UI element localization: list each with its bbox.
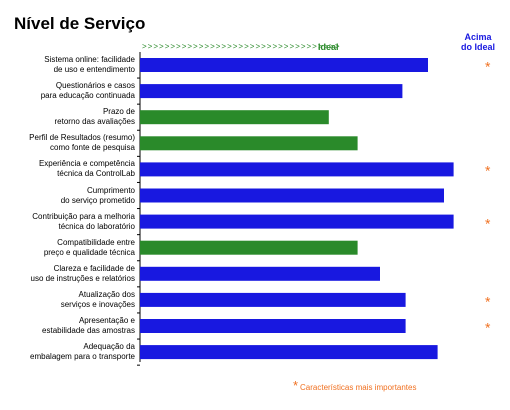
ideal-arrows: >>>>>>>>>>>>>>>>>>>>>>>>>>>>>>>>>>> (142, 42, 341, 51)
bar (140, 162, 454, 177)
importance-marker: * (485, 293, 491, 310)
y-tick-label: Sistema online: facilidade de uso e ente… (44, 55, 135, 74)
y-tick-label: Clareza e facilidade de uso de instruçõe… (30, 263, 136, 283)
importance-marker: * (485, 58, 491, 75)
bar (140, 345, 438, 360)
bar (140, 84, 403, 99)
y-tick-label: Apresentação e estabilidade das amostras (42, 316, 135, 335)
y-tick-label: Contribuição para a melhoria técnica do … (32, 211, 135, 231)
importance-marker: * (485, 162, 491, 179)
bar (140, 136, 358, 151)
bar (140, 266, 380, 281)
footnote-marker: * (293, 378, 299, 393)
y-tick-label: Atualização dos serviços e inovações (60, 289, 135, 309)
ideal-label: Ideal (318, 42, 339, 52)
bar (140, 319, 406, 333)
importance-marker: * (485, 215, 491, 232)
y-tick-label: Cumprimento do serviço prometido (60, 185, 135, 205)
y-tick-label: Compatibilidade entre preço e qualidade … (43, 237, 135, 257)
bar (140, 188, 444, 203)
bar (140, 214, 454, 229)
y-tick-label: Experiência e competência técnica da Con… (38, 159, 135, 179)
footnote: Características mais importantes (300, 383, 417, 392)
importance-marker: * (485, 319, 491, 336)
bar (140, 240, 358, 255)
above-label: Acima do Ideal (460, 32, 495, 52)
y-tick-label: Perfil de Resultados (resumo) como fonte… (29, 133, 135, 153)
y-tick-label: Questionários e casos para educação cont… (40, 81, 135, 101)
bar (140, 58, 428, 72)
y-tick-label: Adequação da embalagem para o transporte (30, 342, 135, 362)
chart-title: Nível de Serviço (14, 14, 146, 33)
y-tick-label: Prazo de retorno das avaliações (54, 107, 136, 127)
bar (140, 110, 329, 125)
bar (140, 292, 406, 307)
